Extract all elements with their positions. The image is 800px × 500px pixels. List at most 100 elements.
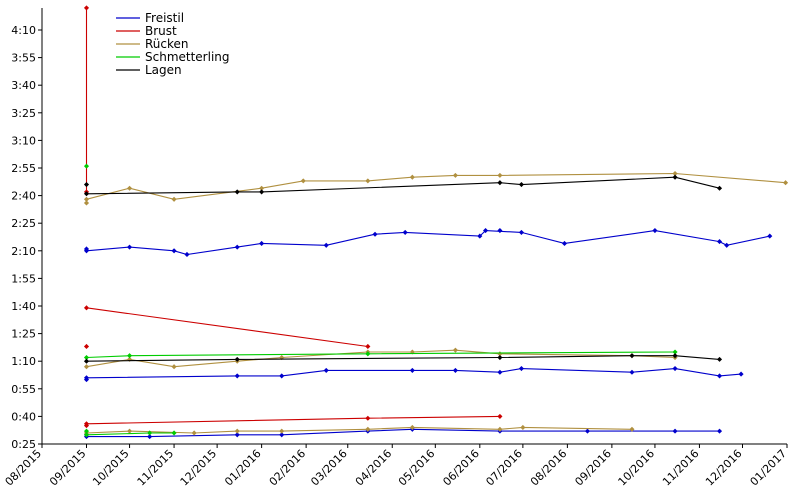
x-tick-label: 07/2016 <box>483 447 525 489</box>
data-point <box>716 356 723 362</box>
x-tick-label: 03/2016 <box>308 447 350 489</box>
data-point <box>497 426 503 432</box>
data-point <box>83 358 90 364</box>
data-point <box>83 423 90 429</box>
data-point <box>409 367 415 373</box>
data-point <box>452 367 458 373</box>
y-tick-label: 3:55 <box>11 52 36 65</box>
data-point <box>279 428 285 434</box>
y-tick-label: 3:10 <box>11 134 36 147</box>
legend-label: Rücken <box>145 37 189 51</box>
data-point <box>83 246 90 252</box>
y-tick-label: 0:40 <box>11 410 36 423</box>
data-point <box>147 434 153 440</box>
series-line <box>86 172 786 200</box>
data-point <box>127 428 133 434</box>
y-tick-label: 3:25 <box>11 107 36 120</box>
data-point <box>672 353 678 359</box>
data-point <box>323 367 329 373</box>
data-point <box>783 180 789 186</box>
x-tick-label: 11/2016 <box>660 447 702 489</box>
series-line <box>86 415 500 425</box>
y-tick-label: 4:10 <box>11 24 36 37</box>
x-tick-label: 06/2016 <box>440 447 482 489</box>
data-point <box>497 172 503 178</box>
x-tick-label: 08/2016 <box>528 447 570 489</box>
data-point <box>127 353 133 359</box>
data-point <box>652 228 658 234</box>
data-point <box>127 185 133 191</box>
series-layer <box>83 5 789 440</box>
data-point <box>83 196 90 202</box>
series-line <box>86 426 633 434</box>
data-point <box>83 305 90 311</box>
data-point <box>83 200 90 206</box>
y-tick-label: 1:25 <box>11 328 36 341</box>
x-tick-label: 09/2016 <box>572 447 614 489</box>
data-point <box>365 415 371 421</box>
series-line <box>86 432 175 436</box>
x-tick-label: 12/2015 <box>178 447 220 489</box>
data-point <box>372 231 378 237</box>
x-tick-label: 04/2016 <box>353 447 395 489</box>
y-tick-label: 1:10 <box>11 355 36 368</box>
data-point <box>300 178 306 184</box>
data-point <box>365 178 371 184</box>
x-tick-label: 01/2016 <box>222 447 264 489</box>
data-point <box>83 163 90 169</box>
series-line <box>86 351 676 359</box>
y-tick-label: 1:40 <box>11 300 36 313</box>
data-point <box>497 228 503 234</box>
data-point <box>234 428 240 434</box>
legend-label: Brust <box>145 24 177 38</box>
data-point <box>323 242 329 248</box>
x-tick-label: 05/2016 <box>396 447 438 489</box>
data-point <box>483 228 489 234</box>
data-point <box>629 353 635 359</box>
series-0 <box>83 228 773 440</box>
data-point <box>409 174 415 180</box>
data-point <box>452 347 458 353</box>
data-point <box>497 354 503 361</box>
data-point <box>497 413 503 419</box>
data-point <box>716 428 723 434</box>
series-line <box>86 368 742 379</box>
y-tick-label: 0:55 <box>11 383 36 396</box>
data-point <box>234 244 240 250</box>
data-point <box>83 191 90 197</box>
legend-label: Freistil <box>145 11 184 25</box>
data-point <box>234 432 240 438</box>
y-tick-label: 2:55 <box>11 162 36 175</box>
data-point <box>234 189 240 195</box>
data-point <box>259 240 265 246</box>
data-point <box>518 366 524 372</box>
data-point <box>83 343 90 350</box>
data-point <box>629 426 635 432</box>
y-tick-label: 3:40 <box>11 79 36 92</box>
data-point <box>672 349 678 355</box>
data-point <box>584 428 591 434</box>
series-line <box>86 176 720 195</box>
x-tick-label: 10/2015 <box>90 447 132 489</box>
x-tick-label: 09/2015 <box>47 447 89 489</box>
x-tick-label: 11/2015 <box>135 447 177 489</box>
y-tick-label: 1:55 <box>11 272 36 285</box>
data-point <box>716 239 723 245</box>
data-point <box>520 424 526 430</box>
y-tick-label: 0:25 <box>11 438 36 451</box>
x-tick-label: 12/2016 <box>703 447 745 489</box>
data-point <box>409 424 415 430</box>
data-point <box>147 430 153 436</box>
y-tick-label: 2:25 <box>11 217 36 230</box>
data-point <box>279 432 285 438</box>
legend-label: Lagen <box>145 63 182 77</box>
data-point <box>127 244 133 250</box>
data-point <box>561 240 568 246</box>
data-point <box>259 185 265 191</box>
data-point <box>672 174 678 180</box>
data-point <box>234 373 240 379</box>
data-point <box>629 369 635 375</box>
series-line <box>86 355 720 362</box>
